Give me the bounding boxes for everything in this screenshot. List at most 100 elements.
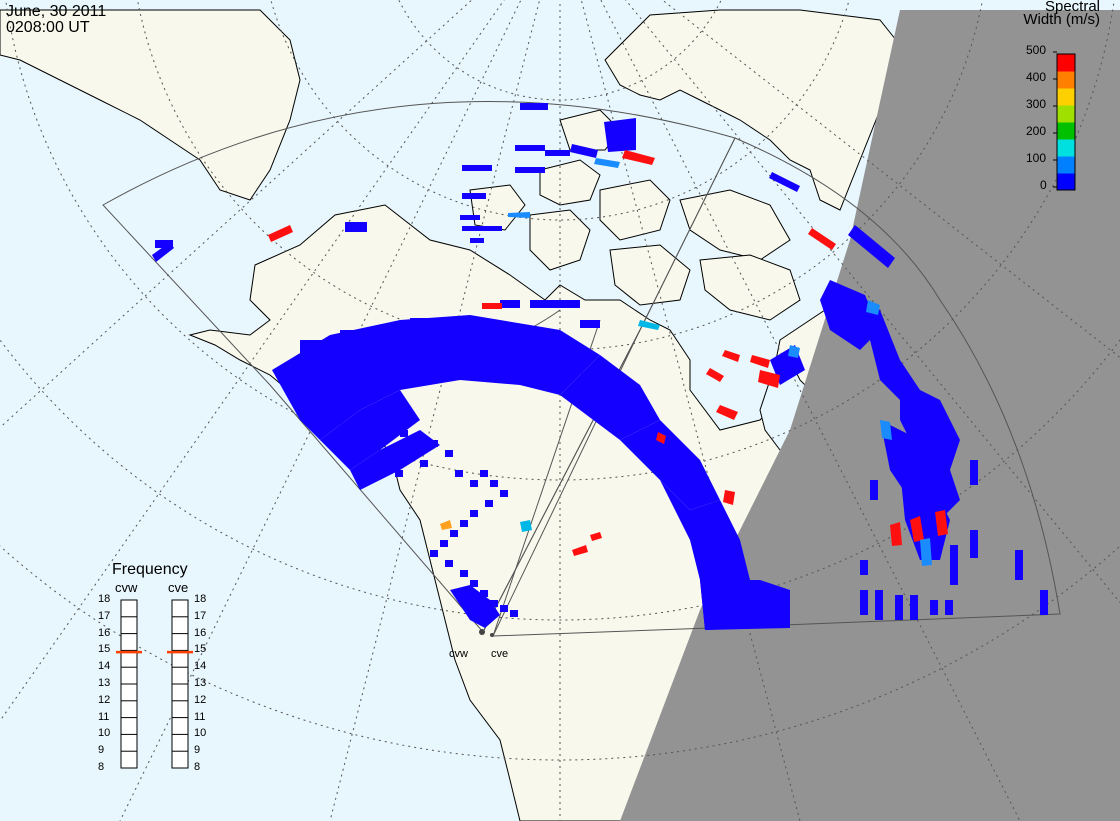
scatter-cell [769,172,800,192]
scatter-cell [622,150,655,165]
landmass [699,254,801,321]
scatter-cell [594,158,620,168]
scatter-cell [590,532,602,541]
scatter-cell [860,590,868,615]
scatter-cell [410,318,470,328]
radar-site-label-cvw: cvw [449,648,468,660]
scatter-cell [395,470,403,477]
scatter-cell [470,510,478,517]
scatter-cell [450,585,500,628]
date-label: June, 30 2011 [6,3,107,20]
scatter-cell [410,450,418,457]
scatter-cell [470,238,484,243]
scatter-cell [620,420,720,510]
scatter-cell [848,225,895,268]
colorbar-frame [1056,53,1076,191]
scatter-cell [530,300,580,308]
scatter-cell [716,405,738,420]
longitude-line [119,0,522,821]
colorbar-segment [1057,156,1075,174]
frequency-panel [116,599,193,769]
scatter-cell [462,165,492,171]
scatter-cell [485,500,493,507]
scatter-cell [460,570,468,577]
scatter-cell [490,600,498,607]
scatter-cell [152,242,174,262]
scatter-cell [440,520,452,530]
scatter-cell [440,540,448,547]
colorbar-segment [1057,54,1075,72]
frequency-tick-right: 18 [194,593,207,605]
colorbar-segment [1057,139,1075,157]
radar-site-cvw [479,629,485,635]
radar-site-label-cve: cve [491,648,509,660]
scatter-cell [722,350,740,362]
frequency-radar-label-cve: cve [168,580,189,595]
scatter-cell [300,340,340,354]
scatter-cell [445,560,453,567]
scatter-data [152,103,1048,630]
scatter-cell [400,430,408,437]
frequency-tick-left: 15 [98,643,111,656]
scatter-cell [875,590,883,620]
scatter-cell [508,212,530,218]
scatter-cell [604,118,636,152]
scatter-cell [480,590,488,597]
legend-tick: 200 [1026,124,1047,138]
scatter-cell [580,320,600,328]
scatter-cell [510,610,518,617]
colorbar-segment [1057,122,1075,140]
frequency-tick-left: 8 [98,761,105,773]
longitude-line [329,0,541,821]
legend-tick: 300 [1026,97,1047,111]
scatter-cell [880,420,892,440]
scatter-cell [450,530,458,537]
frequency-tick-right: 8 [194,761,201,773]
frequency-tick-right: 15 [194,643,207,656]
frequency-tick-left: 12 [98,693,111,706]
legend-tick: 0 [1040,178,1047,192]
scatter-cell [700,580,790,630]
scatter-cell [462,193,486,199]
scatter-cell [870,480,878,500]
scatter-cell [460,215,480,220]
scatter-cell [545,150,570,156]
frequency-tick-right: 10 [194,727,207,740]
scatter-cell [462,226,502,231]
time-label: 0208:00 UT [6,19,90,36]
scatter-cell [656,432,666,444]
legend-tick: 400 [1026,70,1047,84]
scatter-cell [320,360,350,370]
scatter-cell [500,300,520,308]
colorbar-segment [1057,88,1075,106]
fov-cve [492,137,1061,637]
legend-tick: 100 [1026,151,1047,165]
legend-tick: 500 [1026,43,1047,57]
frequency-tick-right: 17 [194,609,207,622]
frequency-tick-right: 13 [194,677,207,689]
scatter-cell [470,580,478,587]
scatter-cell [808,228,836,250]
scatter-cell [910,595,918,620]
landmass [604,9,901,211]
landmass [539,159,601,206]
scatter-cell [706,368,724,382]
spectral-width-colorbar [1053,51,1076,191]
scatter-cell [866,300,880,315]
latitude-circle [0,338,1120,621]
fov-cvw [102,101,736,633]
colorbar-segment [1057,71,1075,89]
scatter-cell [1040,590,1048,615]
landmass [0,9,301,201]
scatter-cell [500,605,508,612]
scatter-cell [570,144,598,158]
radar-sites [479,629,494,637]
scatter-cell [268,225,293,242]
frequency-tick-right: 14 [194,660,207,673]
scatter-cell [880,420,960,520]
frequency-radar-label-cvw: cvw [115,580,138,595]
scatter-cell [945,600,953,615]
scatter-cell [480,330,530,340]
scatter-cell [420,460,428,467]
scatter-cell [758,370,780,388]
